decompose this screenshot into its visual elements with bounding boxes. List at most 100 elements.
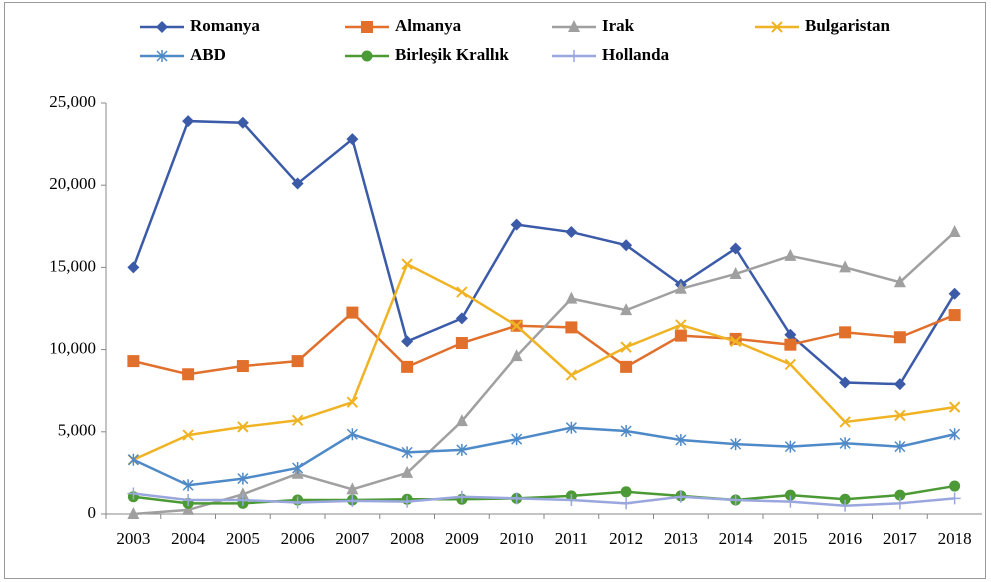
x-tick-label: 2004 [171,529,206,548]
legend-label: ABD [190,45,226,64]
y-tick-label: 25,000 [49,92,96,111]
series-line [132,262,955,461]
point [565,369,578,381]
legend-marker [568,50,580,62]
point [620,497,633,510]
x-tick-label: 2005 [226,529,260,548]
x-tick-label: 2013 [664,529,698,548]
x-tick-label: 2008 [390,529,424,548]
point [784,328,797,341]
legend-marker [771,21,783,33]
point [291,496,304,509]
point [127,355,140,368]
point [894,409,906,422]
point [784,358,797,371]
y-tick-label: 20,000 [49,174,96,193]
x-tick-label: 2014 [719,529,754,548]
point [729,494,742,507]
legend-label: Romanya [190,16,260,35]
point [620,486,632,498]
x-tick-label: 2011 [555,529,588,548]
y-tick-label: 10,000 [49,339,96,358]
x-tick-label: 2015 [773,529,807,548]
point [401,495,414,508]
point [401,465,414,478]
point [729,266,742,279]
point [674,329,687,342]
point [236,487,249,500]
x-tick-label: 2012 [609,529,643,548]
point [893,497,906,510]
point [510,492,523,505]
point [182,479,194,492]
point [948,225,961,238]
point [127,507,140,519]
point [948,309,961,322]
point [510,218,523,231]
point [839,260,852,273]
series-line [132,119,956,386]
legend-label: Hollanda [602,45,670,64]
point [784,489,796,501]
x-tick-label: 2007 [335,529,370,548]
x-tick-label: 2016 [828,529,862,548]
point [291,177,304,190]
point [729,335,742,348]
legend-marker [156,50,168,62]
point [894,489,906,501]
point [839,326,852,339]
point [346,306,359,319]
point [839,493,851,505]
point [401,258,413,270]
series-line [133,492,955,508]
point [675,319,687,331]
point [401,335,414,348]
point [236,116,249,129]
point [784,248,797,261]
point [620,360,633,373]
point [455,414,468,427]
point [675,434,687,447]
point [182,368,195,381]
point [182,115,195,128]
y-tick-label: 15,000 [49,256,96,275]
point [893,378,906,391]
point [620,303,633,316]
point [236,360,249,373]
point [182,429,194,441]
point [182,502,195,515]
point [346,133,359,146]
point [510,320,523,332]
x-tick-label: 2003 [116,529,150,548]
y-tick-label: 5,000 [58,421,96,440]
point [565,321,578,334]
point [893,275,906,288]
point [565,291,578,304]
point [401,360,414,373]
point [729,242,742,255]
legend-label: Bulgaristan [805,16,891,35]
point [565,226,578,239]
point [346,494,359,507]
point [839,376,852,389]
series-line [133,310,956,376]
point [291,355,304,368]
point [949,480,961,492]
point [730,438,742,451]
x-tick-label: 2010 [500,529,534,548]
frame [4,2,986,579]
legend-marker [361,50,373,62]
point [346,396,359,408]
point [784,338,797,351]
point [346,482,359,495]
point [291,414,304,426]
point [127,487,140,500]
point [784,440,796,453]
point [455,337,468,350]
point [948,492,961,505]
point [182,494,195,507]
legend-label: Irak [602,16,635,35]
point [784,495,797,508]
x-tick-label: 2009 [445,529,479,548]
